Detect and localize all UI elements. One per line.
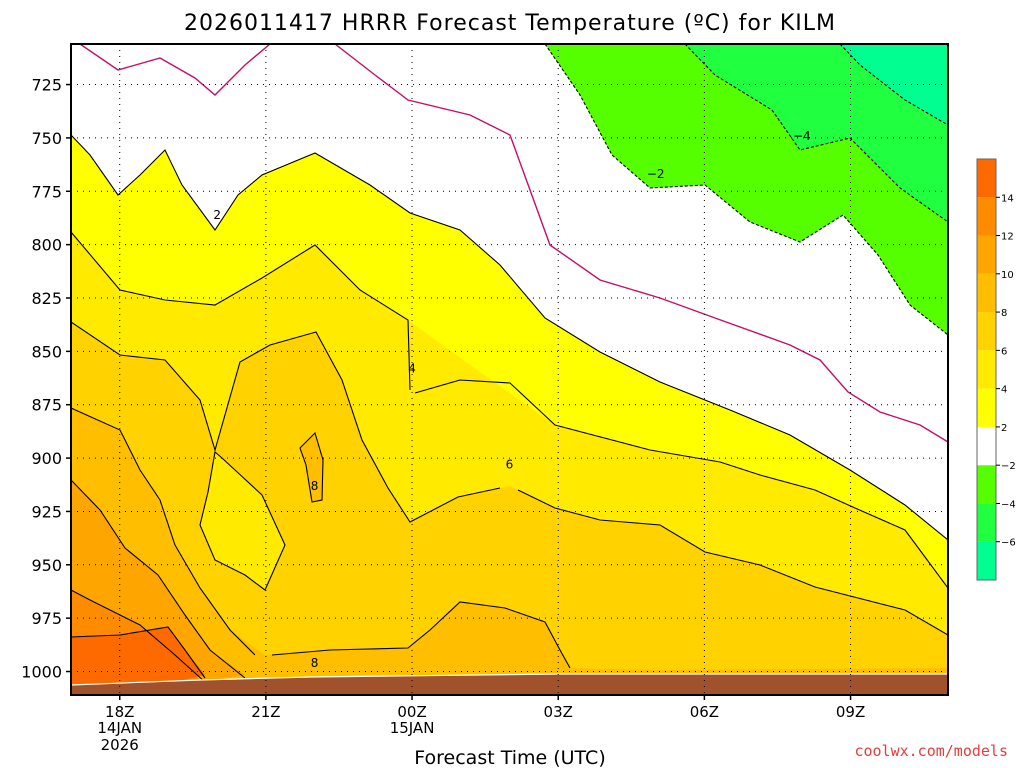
grid <box>71 44 948 695</box>
colorbar-label-6: 8 <box>1001 308 1007 319</box>
colorbar-label-4: 4 <box>1001 385 1007 396</box>
colorbar-swatch-7 <box>977 273 996 313</box>
colorbar-swatch-9 <box>977 197 996 236</box>
contour-10 <box>71 479 246 679</box>
colorbar-swatch-5 <box>977 350 996 389</box>
contour-4b <box>414 379 948 589</box>
chart-title: 2026011417 HRRR Forecast Temperature (ºC… <box>184 11 836 36</box>
fill-8-pocket <box>300 433 323 502</box>
y-tick-label-9: 950 <box>31 556 62 575</box>
contour-minus6 <box>839 44 948 126</box>
contour-14 <box>71 626 206 679</box>
x-tick-label-4: 06Z <box>690 703 719 721</box>
freezing-line-2 <box>334 44 948 443</box>
colorbar-label-2: −2 <box>1001 461 1016 472</box>
x-tick-label-2: 00Z <box>397 703 426 721</box>
x-tick-date-2: 15JAN <box>390 719 435 737</box>
contour-6b <box>517 489 948 636</box>
contour-12 <box>71 589 206 683</box>
colorbar: −6 −4 −2 2 4 6 8 10 12 14 <box>976 158 1016 581</box>
x-axis-label: Forecast Time (UTC) <box>414 747 605 768</box>
contour-minus4 <box>684 44 948 223</box>
y-tick-label-4: 825 <box>31 289 62 308</box>
contour-6-pocket <box>199 450 286 591</box>
colorbar-label-0: −6 <box>1001 538 1016 549</box>
y-tick-label-0: 725 <box>31 76 62 95</box>
y-tick-label-7: 900 <box>31 449 62 468</box>
colorbar-label-9: 14 <box>1001 193 1014 204</box>
x-tick-label-3: 03Z <box>544 703 573 721</box>
colorbar-swatch-10 <box>977 159 996 198</box>
contour-8-pocket <box>299 431 324 503</box>
contour-label-2: 6 <box>506 457 514 471</box>
x-tick-date-0: 14JAN <box>97 719 142 737</box>
contour-label-4: 8 <box>311 656 319 670</box>
contour-8b <box>271 601 571 669</box>
contour-label-1: 4 <box>408 361 416 375</box>
colorbar-label-7: 10 <box>1001 270 1014 281</box>
y-tick-label-8: 925 <box>31 502 62 521</box>
y-tick-label-5: 850 <box>31 342 62 361</box>
colorbar-label-3: 2 <box>1001 423 1007 434</box>
contour-label-0: 2 <box>213 208 221 222</box>
colorbar-swatch-2 <box>977 465 996 504</box>
contour-labels: 2 4 6 8 8 −2 −4 <box>213 129 810 670</box>
colorbar-swatch-8 <box>977 235 996 274</box>
x-tick-label-5: 09Z <box>836 703 865 721</box>
contour-lines <box>71 44 948 683</box>
ground <box>71 673 948 695</box>
y-tick-label-1: 750 <box>31 129 62 148</box>
contour-label-3: 8 <box>311 479 319 493</box>
x-tick-label-0: 18Z <box>105 703 134 721</box>
y-tick-label-11: 1000 <box>21 663 62 682</box>
fill-6-to-8 <box>71 322 948 695</box>
contour-label-6: −4 <box>793 129 811 143</box>
plot-frame <box>70 43 949 696</box>
fill-minus4-to-minus6 <box>685 44 948 222</box>
colorbar-swatch-4 <box>977 388 996 427</box>
contour-2 <box>71 134 948 541</box>
colorbar-swatch-0 <box>977 541 996 580</box>
colorbar-label-1: −4 <box>1001 499 1016 510</box>
colorbar-swatch-3 <box>977 426 996 466</box>
fill-6-pocket <box>200 452 285 590</box>
y-tick-label-6: 875 <box>31 396 62 415</box>
contour-4 <box>71 231 411 391</box>
colorbar-swatch-1 <box>977 503 996 542</box>
contour-8 <box>71 407 256 656</box>
x-tick-label-1: 21Z <box>251 703 280 721</box>
colorbar-label-5: 6 <box>1001 346 1007 357</box>
colorbar-swatch-6 <box>977 312 996 351</box>
fill-14-to-16 <box>71 627 205 688</box>
y-tick-label-2: 775 <box>31 182 62 201</box>
y-axis: 725 750 775 800 825 850 875 900 925 950 975 1000 <box>21 76 71 682</box>
x-tick-year-0: 2026 <box>101 736 139 754</box>
contour-label-5: −2 <box>647 167 665 181</box>
contour-6 <box>71 321 501 523</box>
colorbar-label-8: 12 <box>1001 232 1014 243</box>
y-tick-label-10: 975 <box>31 609 62 628</box>
y-tick-label-3: 800 <box>31 236 62 255</box>
credit-text[interactable]: coolwx.com/models <box>854 742 1008 760</box>
temperature-field <box>71 44 948 695</box>
freezing-line <box>79 44 271 96</box>
contour-minus2 <box>544 44 948 336</box>
colorbar-frame <box>976 158 997 581</box>
